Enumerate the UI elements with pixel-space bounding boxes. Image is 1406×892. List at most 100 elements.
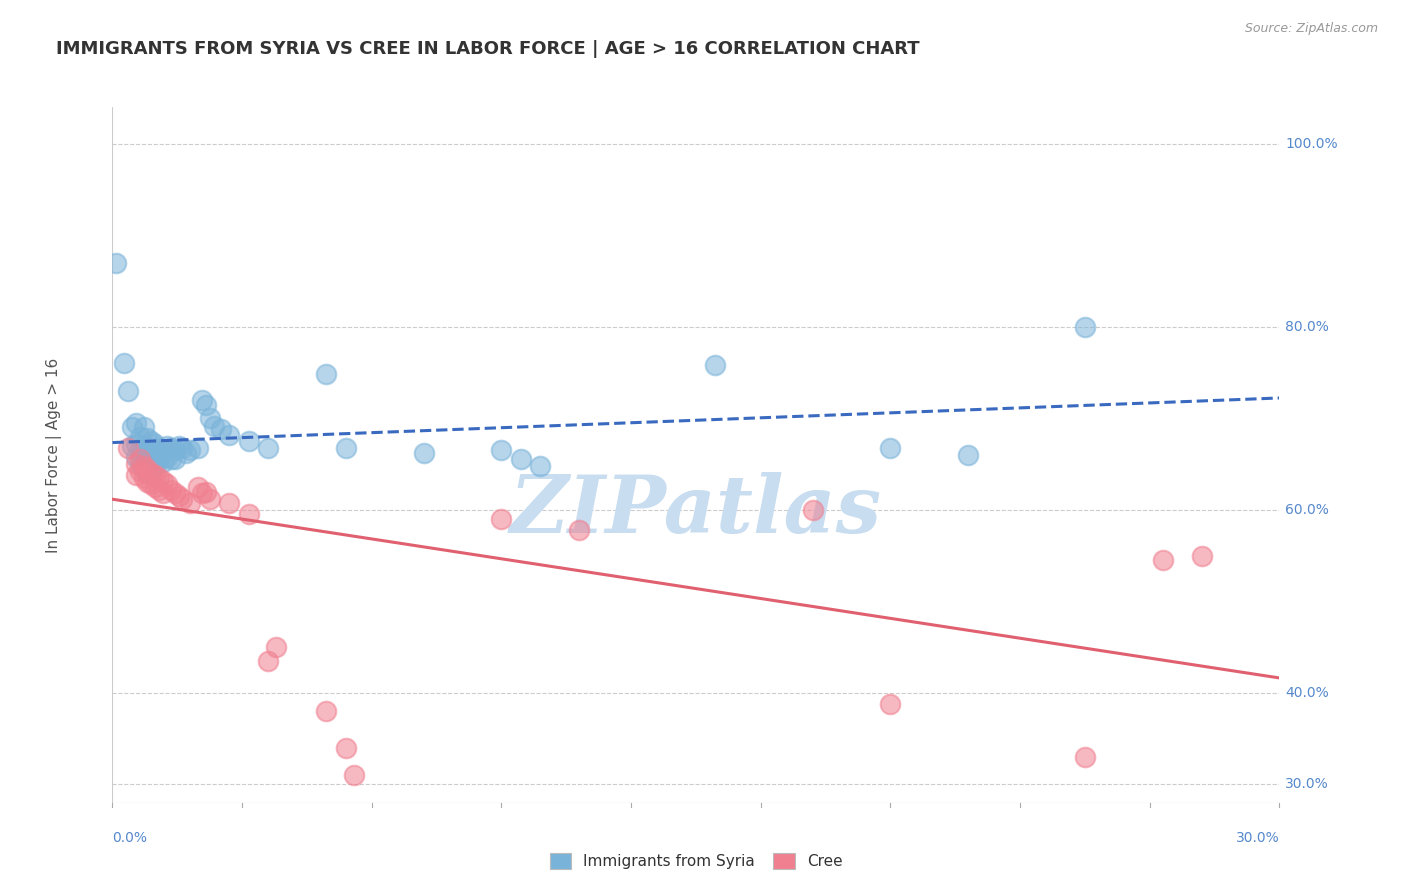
Text: Source: ZipAtlas.com: Source: ZipAtlas.com [1244, 22, 1378, 36]
Point [136, 443, 159, 458]
Point [125, 457, 148, 471]
Point [148, 471, 170, 485]
Point [143, 437, 166, 451]
Point [163, 443, 186, 458]
Point [412, 446, 434, 460]
Point [343, 768, 366, 782]
Point [172, 441, 194, 455]
Point [132, 450, 155, 464]
Point [117, 384, 139, 398]
Point [187, 480, 209, 494]
Text: IMMIGRANTS FROM SYRIA VS CREE IN LABOR FORCE | AGE > 16 CORRELATION CHART: IMMIGRANTS FROM SYRIA VS CREE IN LABOR F… [56, 40, 920, 58]
Point [1074, 750, 1097, 764]
Point [148, 452, 170, 467]
Point [179, 495, 201, 509]
Point [128, 457, 150, 471]
Point [198, 411, 221, 425]
Point [141, 434, 163, 449]
Legend: Immigrants from Syria, Cree: Immigrants from Syria, Cree [543, 847, 849, 875]
Point [202, 418, 225, 433]
Point [491, 512, 513, 526]
Point [136, 432, 159, 446]
Point [117, 441, 139, 455]
Point [209, 422, 232, 436]
Point [105, 255, 128, 269]
Text: 30.0%: 30.0% [1285, 778, 1329, 791]
Point [238, 434, 260, 449]
Point [128, 429, 150, 443]
Point [315, 704, 337, 718]
Point [148, 441, 170, 455]
Point [163, 452, 186, 467]
Point [1074, 319, 1097, 334]
Text: 80.0%: 80.0% [1285, 319, 1329, 334]
Point [143, 458, 166, 473]
Point [879, 441, 901, 455]
Point [143, 468, 166, 483]
Point [257, 441, 280, 455]
Point [335, 441, 357, 455]
Point [529, 458, 551, 473]
Point [136, 475, 159, 490]
Point [125, 437, 148, 451]
Point [191, 486, 214, 500]
Point [218, 495, 240, 509]
Point [132, 458, 155, 473]
Point [121, 420, 143, 434]
Text: In Labor Force | Age > 16: In Labor Force | Age > 16 [46, 358, 62, 552]
Point [160, 483, 183, 497]
Point [148, 483, 170, 497]
Point [879, 697, 901, 711]
Point [156, 439, 179, 453]
Point [194, 398, 217, 412]
Point [156, 477, 179, 491]
Point [160, 441, 183, 455]
Point [132, 439, 155, 453]
Point [156, 450, 179, 464]
Point [152, 455, 174, 469]
Point [136, 455, 159, 469]
Text: 40.0%: 40.0% [1285, 686, 1329, 700]
Point [141, 477, 163, 491]
Point [218, 427, 240, 442]
Point [191, 392, 214, 407]
Point [801, 503, 824, 517]
Point [128, 452, 150, 467]
Point [141, 467, 163, 481]
Point [1191, 549, 1213, 563]
Point [315, 368, 337, 382]
Point [132, 461, 155, 475]
Point [141, 467, 163, 481]
Point [491, 443, 513, 458]
Point [141, 457, 163, 471]
Point [187, 441, 209, 455]
Point [198, 491, 221, 506]
Point [141, 446, 163, 460]
Point [128, 443, 150, 458]
Point [957, 448, 980, 462]
Text: 0.0%: 0.0% [112, 830, 148, 845]
Point [264, 640, 287, 655]
Point [125, 450, 148, 464]
Point [172, 491, 194, 506]
Point [167, 439, 190, 453]
Point [163, 486, 186, 500]
Point [238, 508, 260, 522]
Text: 30.0%: 30.0% [1236, 830, 1279, 845]
Point [179, 443, 201, 458]
Point [568, 523, 591, 537]
Point [257, 654, 280, 668]
Point [143, 448, 166, 462]
Point [335, 740, 357, 755]
Text: 60.0%: 60.0% [1285, 503, 1329, 516]
Point [143, 480, 166, 494]
Point [125, 416, 148, 430]
Point [128, 464, 150, 478]
Point [132, 420, 155, 434]
Point [704, 358, 727, 372]
Point [160, 452, 183, 467]
Point [152, 474, 174, 488]
Point [152, 443, 174, 458]
Point [1152, 553, 1174, 567]
Point [112, 356, 135, 370]
